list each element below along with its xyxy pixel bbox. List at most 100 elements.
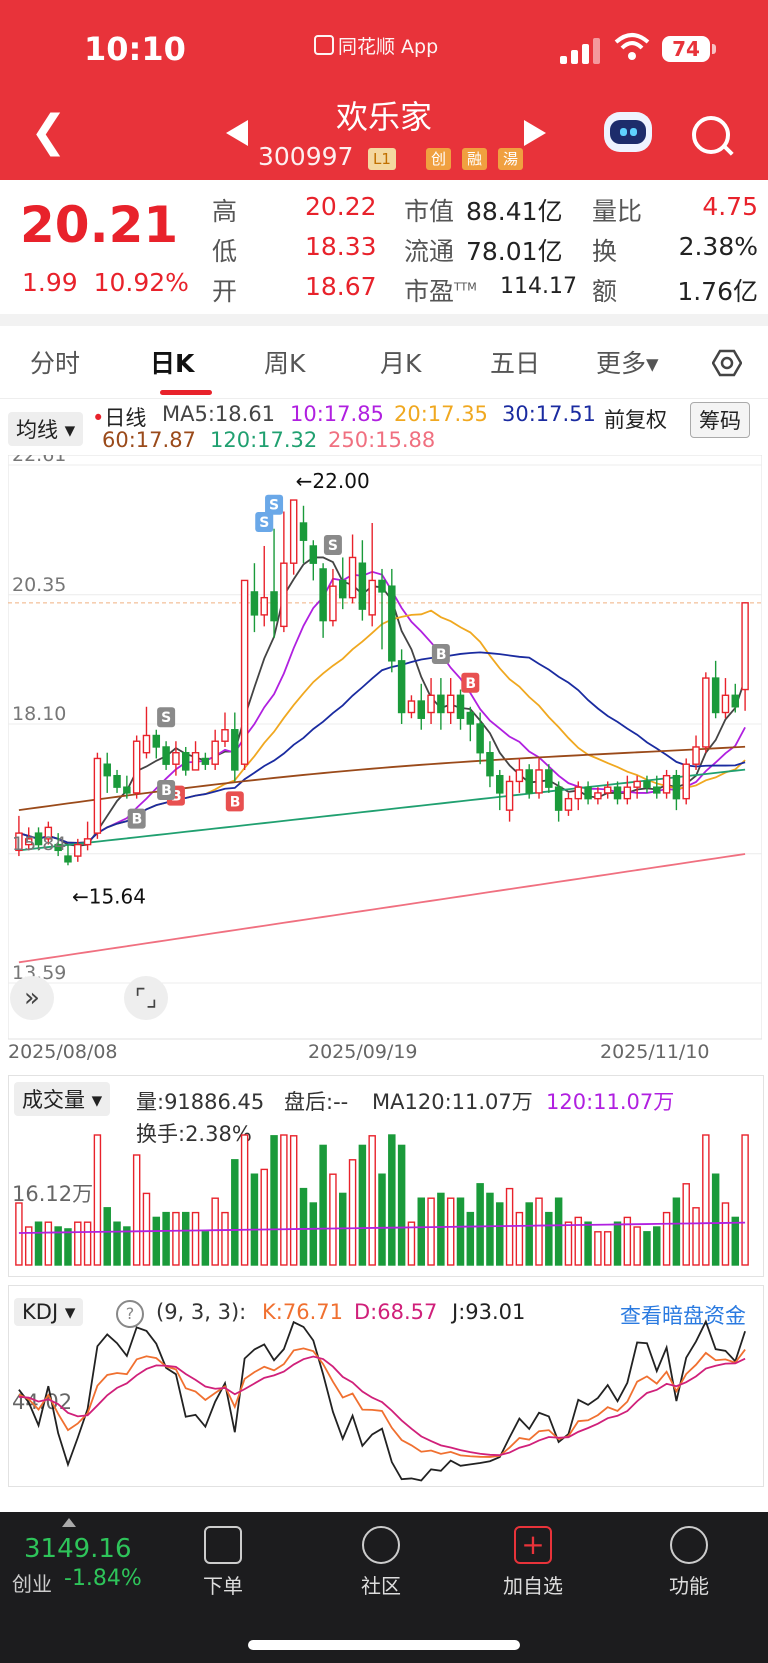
fullscreen-icon[interactable]: ⌜⌟	[124, 976, 168, 1020]
marker-letter: B	[171, 789, 182, 805]
candle-body	[221, 729, 229, 742]
candle-body	[15, 832, 23, 852]
candle-body	[407, 700, 416, 714]
y-tick-label: 18.10	[12, 703, 66, 725]
active-tab-indicator	[160, 390, 212, 395]
volume-bar	[201, 1231, 210, 1266]
pe-label: 市盈TTM	[404, 277, 477, 306]
mktcap-value: 88.41亿	[466, 197, 563, 226]
volume-bar	[692, 1207, 700, 1266]
candle-body	[270, 591, 278, 622]
volume-bar	[358, 1144, 367, 1266]
x-tick-label: 2025/09/19	[308, 1041, 418, 1063]
kdj-k-line	[18, 1347, 746, 1458]
back-button[interactable]: ❮	[30, 106, 67, 157]
marker-letter: B	[230, 794, 241, 810]
volume-bar	[299, 1187, 308, 1266]
y-tick-label: 22.61	[12, 455, 66, 466]
indicator-selector[interactable]: 均线 ▾	[8, 412, 84, 446]
help-icon[interactable]: ?	[116, 1300, 144, 1328]
candle-body	[289, 499, 298, 564]
candle-body	[397, 660, 406, 714]
kdj-indicator-selector[interactable]: KDJ ▾	[14, 1298, 84, 1326]
search-icon[interactable]	[692, 116, 730, 154]
candle-body	[692, 746, 700, 765]
volume-bar	[260, 1168, 268, 1266]
nav-community[interactable]: 社区	[326, 1514, 436, 1599]
candle-body	[34, 832, 43, 846]
prev-stock-button[interactable]	[226, 120, 248, 146]
high-value: 20.22	[305, 192, 377, 221]
volume-bar	[672, 1197, 681, 1266]
candle-body	[682, 763, 690, 800]
volume-bar	[113, 1221, 121, 1266]
volume-text: 量:91886.45	[136, 1090, 265, 1114]
volume-bar	[34, 1221, 43, 1266]
volume-bar	[309, 1202, 318, 1266]
adjust-mode[interactable]: 前复权	[604, 408, 667, 432]
candle-body	[339, 579, 347, 599]
candle-body	[44, 826, 53, 840]
volume-indicator-selector[interactable]: 成交量 ▾	[14, 1082, 111, 1116]
tab-five-day[interactable]: 五日	[490, 349, 541, 378]
index-up-icon	[62, 1518, 76, 1527]
volume-bar	[221, 1211, 229, 1266]
tab-intraday[interactable]: 分时	[30, 349, 81, 378]
candle-body	[231, 729, 239, 771]
kdj-k: K:76.71	[262, 1300, 343, 1324]
ma30-value: 30:17.51	[502, 402, 596, 426]
float-value: 78.01亿	[466, 237, 563, 266]
volume-bar	[584, 1221, 592, 1266]
chips-button[interactable]: 筹码	[690, 402, 750, 438]
level-tag: L1	[368, 148, 396, 170]
tab-daily-k[interactable]: 日K	[150, 349, 195, 378]
kdj-d-line	[18, 1355, 746, 1457]
candle-body	[211, 740, 219, 765]
next-stock-button[interactable]	[524, 120, 546, 146]
marker-letter: S	[259, 515, 269, 531]
current-price: 20.21	[20, 196, 179, 254]
tab-weekly-k[interactable]: 周K	[264, 349, 306, 378]
margin-tag: 融	[462, 148, 488, 170]
dark-pool-link[interactable]: 查看暗盘资金	[620, 1304, 746, 1328]
nav-add-watchlist[interactable]: + 加自选	[503, 1526, 563, 1598]
volume-bar	[564, 1221, 573, 1266]
volume-bar	[270, 1135, 278, 1266]
candle-body	[113, 774, 121, 788]
community-icon	[362, 1526, 400, 1564]
nav-functions[interactable]: 功能	[634, 1514, 744, 1599]
candle-body	[280, 562, 288, 628]
expand-left-icon[interactable]: »	[10, 976, 54, 1020]
index-value[interactable]: 3149.16	[24, 1534, 132, 1564]
turnover-text: 换手:2.38%	[136, 1122, 252, 1146]
robot-assistant-icon[interactable]	[604, 112, 652, 152]
buy-marker	[431, 644, 450, 665]
settings-hexagon-icon[interactable]	[712, 348, 742, 378]
volume-bar	[54, 1226, 62, 1266]
volume-bar	[191, 1211, 200, 1266]
tab-monthly-k[interactable]: 月K	[380, 349, 422, 378]
candle-body	[260, 596, 268, 616]
tab-more[interactable]: 更多▾	[596, 349, 659, 378]
candle-body	[378, 579, 386, 593]
ma250-value: 250:15.88	[328, 428, 436, 452]
marker-letter: B	[436, 647, 447, 663]
nav-order[interactable]: 下单	[168, 1514, 278, 1599]
candle-body	[250, 591, 259, 616]
candle-body	[731, 694, 740, 708]
volume-bar	[407, 1221, 416, 1266]
price-change: 1.99 10.92%	[22, 268, 189, 297]
candle-body	[584, 786, 592, 800]
after-hours-text: 盘后:--	[284, 1090, 349, 1114]
amount-value: 1.76亿	[677, 277, 758, 306]
candle-body	[299, 522, 308, 541]
volume-bar	[515, 1211, 524, 1266]
volume-bar	[603, 1231, 612, 1266]
buy-marker	[157, 779, 176, 800]
signal-icon	[560, 36, 604, 64]
status-time: 10:10	[84, 30, 186, 68]
candle-body	[417, 700, 425, 719]
volume-bar	[44, 1221, 53, 1266]
volume-bar	[152, 1216, 161, 1266]
